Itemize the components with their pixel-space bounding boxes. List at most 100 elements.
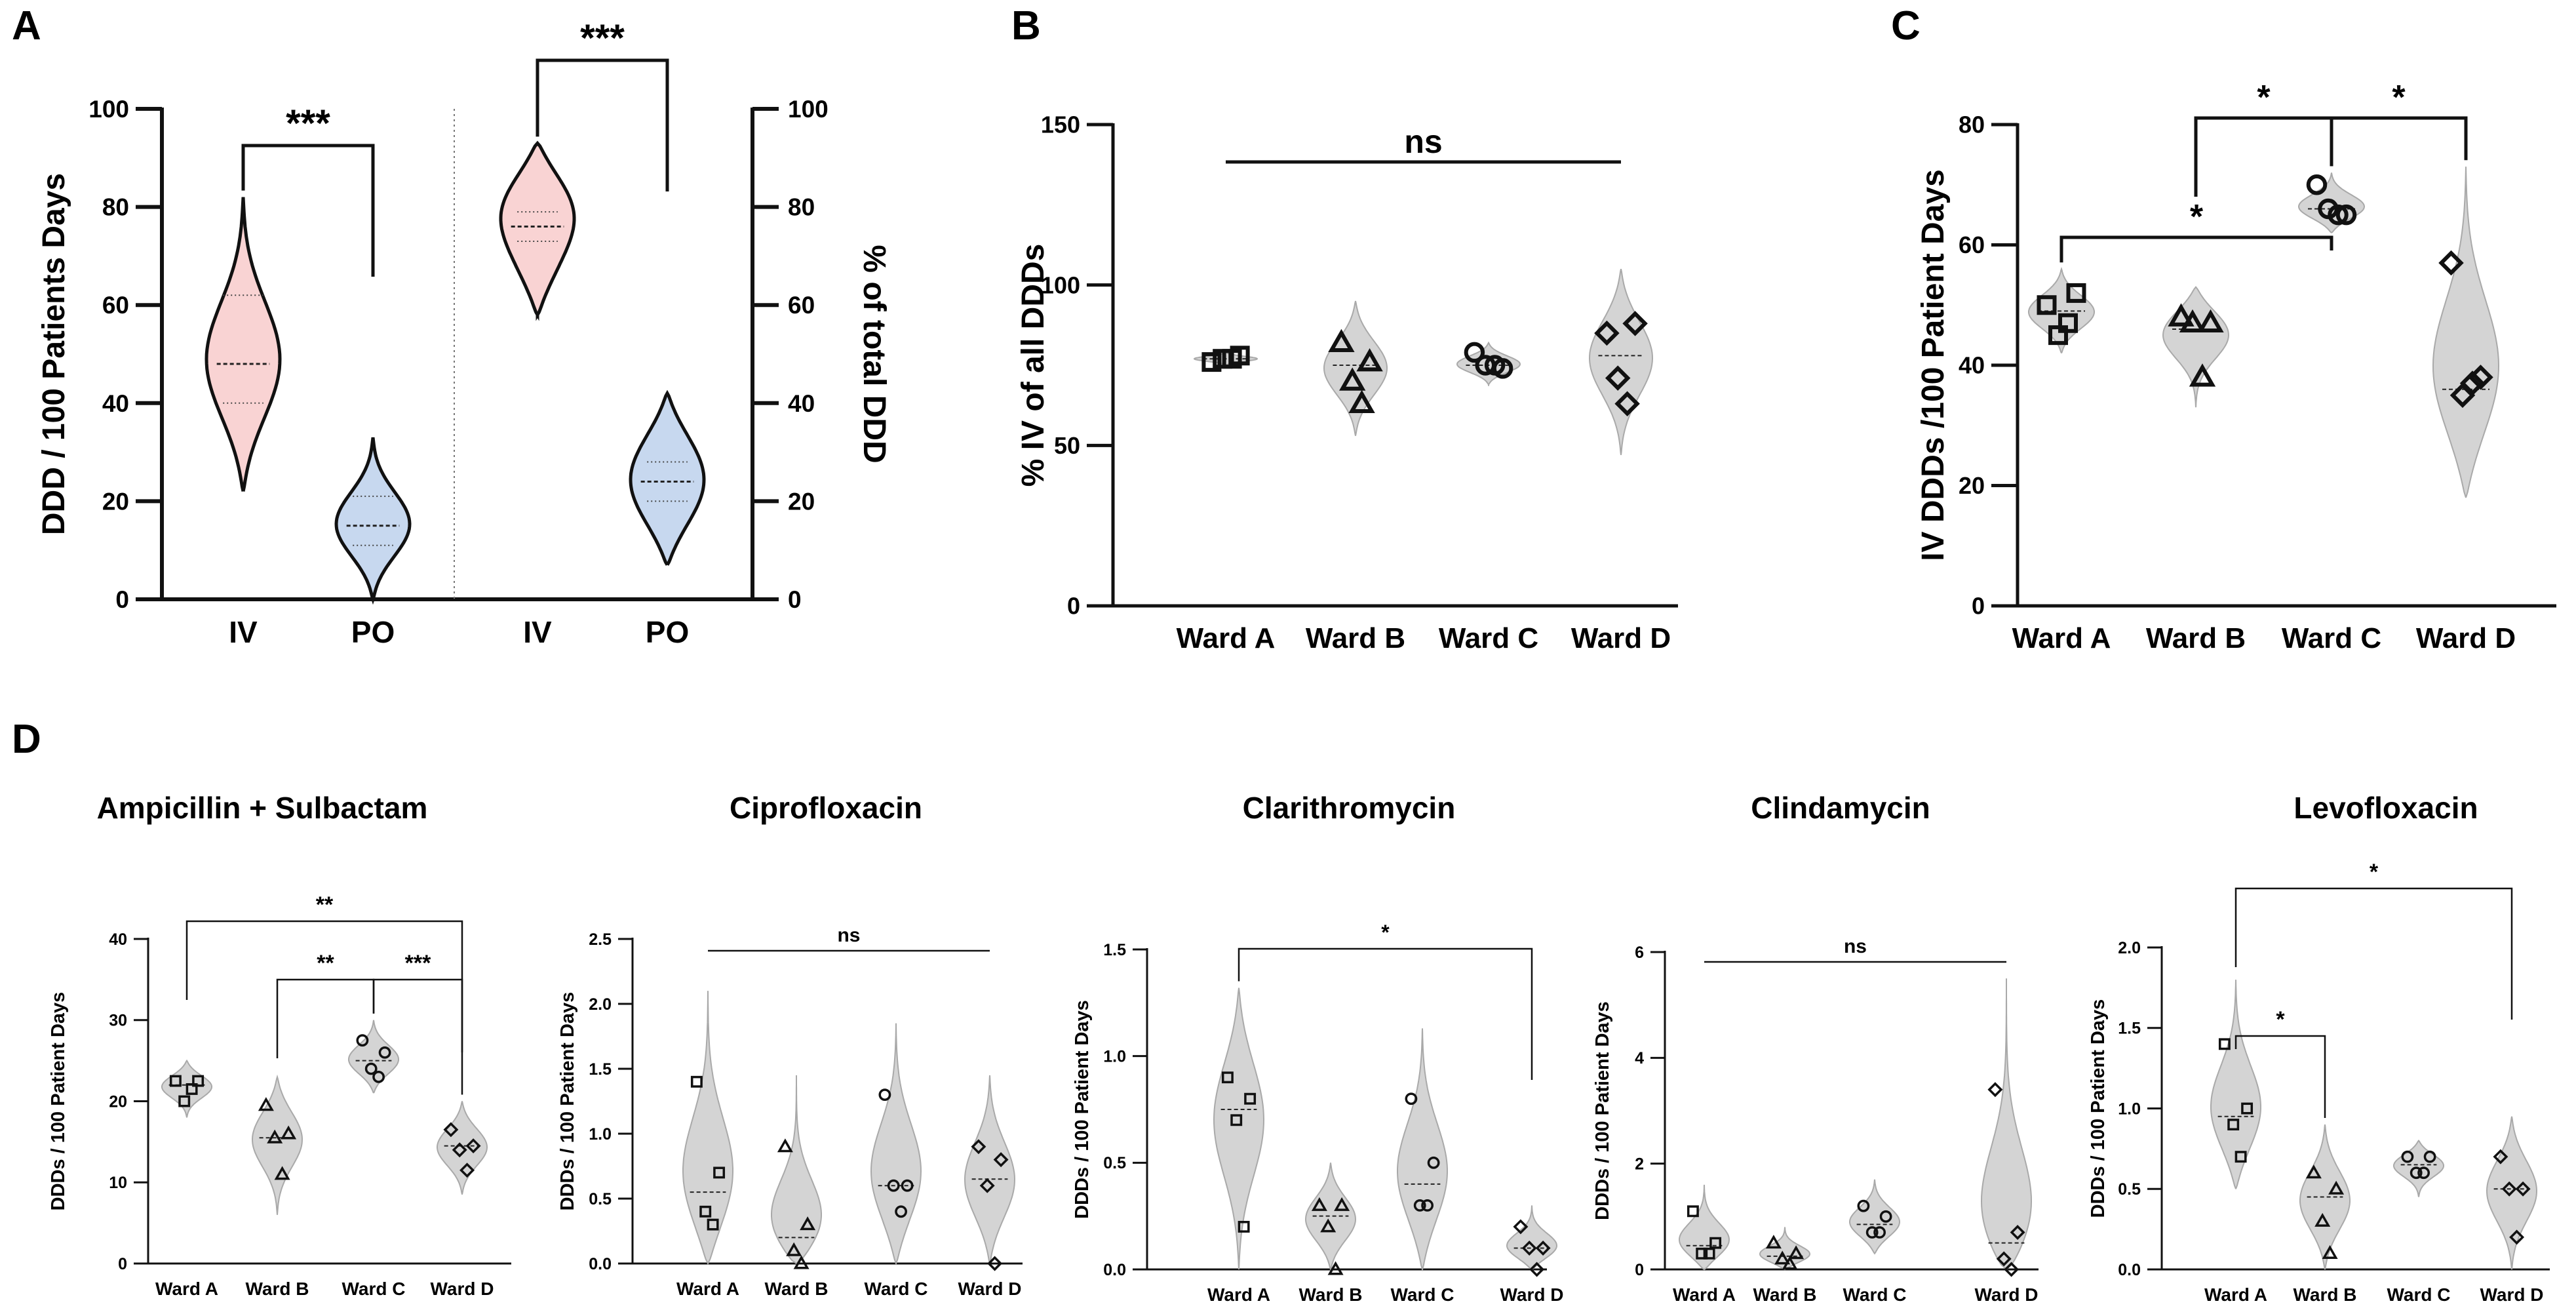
violin-group-ward-a [161, 1059, 212, 1118]
significance-bracket: * [2234, 860, 2513, 1020]
data-point-triangle [793, 1255, 810, 1269]
y-tick-label: 1.5 [2118, 1020, 2141, 1038]
data-point-diamond [2509, 1229, 2525, 1245]
data-point-circle [1879, 1210, 1892, 1223]
y-tick-label: 20 [1959, 472, 1985, 499]
y-tick-label: 0 [118, 1255, 127, 1273]
data-point-triangle [258, 1097, 274, 1111]
data-point-triangle [1328, 328, 1355, 352]
x-tick-label: IV [523, 615, 552, 649]
violin-group-po [334, 437, 412, 605]
chart-title: Clarithromycin [1243, 791, 1456, 825]
data-point-diamond [1614, 391, 1640, 416]
data-point-triangle [2322, 1244, 2338, 1259]
data-point-diamond [459, 1163, 475, 1178]
y-right-tick-label: 80 [788, 194, 815, 221]
violin-group-ward-b [2299, 1124, 2351, 1270]
significance-label: * [2370, 860, 2379, 885]
data-point-diamond [1622, 311, 1648, 336]
significance-label: * [2392, 79, 2406, 117]
y-tick-label: 0 [1067, 593, 1080, 620]
chart-D2: Ciprofloxacin 0.0 0.5 1.0 1.5 2.0 2.5 DDDs / 10… [557, 791, 1023, 1299]
x-tick-label: Ward B [765, 1279, 829, 1299]
x-tick-label: Ward D [431, 1279, 494, 1299]
violin-shape [771, 1075, 822, 1265]
data-point-diamond [987, 1256, 1003, 1271]
violin-group-ward-b [1304, 1163, 1357, 1275]
x-tick-label: Ward B [1306, 622, 1405, 654]
data-point-square [192, 1075, 205, 1087]
chart-D1: D Ampicillin + Sulbactam 0 10 20 30 40 DDDs / 1… [12, 717, 511, 1299]
violin-group-ward-a [1678, 1184, 1730, 1271]
data-point-diamond [971, 1139, 986, 1155]
violin-shape [251, 1074, 303, 1215]
y-axis-label: DDDs / 100 Patient Days [557, 992, 578, 1211]
data-point-triangle [786, 1242, 802, 1256]
y-right-tick-label: 60 [788, 292, 815, 319]
violin-group-ward-a [2028, 267, 2095, 353]
data-point-square [1230, 1114, 1243, 1126]
data-point-square [1222, 349, 1242, 369]
data-point-circle [1857, 1199, 1870, 1212]
chart-D4: Clindamycin 0 2 4 6 DDDs / 100 Patient Days Wa… [1592, 791, 2039, 1305]
x-tick-label: PO [351, 615, 395, 649]
x-tick-label: Ward A [1207, 1284, 1270, 1305]
bracket-line [536, 58, 669, 191]
data-point-diamond [1594, 320, 1620, 346]
y-axis-right-label: % of total DDD [857, 245, 891, 463]
data-point-triangle [1339, 367, 1366, 391]
data-point-triangle [1356, 348, 1383, 372]
data-point-diamond [1529, 1262, 1545, 1277]
data-point-triangle [1320, 1218, 1337, 1233]
data-point-square [1703, 1247, 1715, 1260]
violin-group-ward-a [2210, 980, 2261, 1189]
violin-group-ward-b [771, 1075, 822, 1269]
x-tick-label: Ward A [1177, 622, 1276, 654]
x-tick-label: Ward B [1299, 1284, 1363, 1305]
significance-bracket: ns [1226, 123, 1621, 164]
x-tick-label: Ward B [1753, 1284, 1817, 1305]
x-tick-label: Ward C [1391, 1284, 1454, 1305]
y-tick-label: 2.0 [2118, 939, 2141, 957]
x-tick-label: Ward A [1673, 1284, 1736, 1305]
data-point-triangle [281, 1125, 297, 1140]
y-tick-label: 30 [109, 1012, 127, 1030]
data-point-square [169, 1075, 182, 1087]
data-point-triangle [2179, 309, 2206, 333]
x-tick-label: Ward A [155, 1279, 218, 1299]
x-tick-label: Ward D [2480, 1284, 2544, 1305]
data-point-diamond [443, 1122, 459, 1138]
x-tick-label: Ward C [2282, 622, 2381, 654]
y-right-tick-label: 40 [788, 390, 815, 417]
violin-shape [629, 389, 706, 566]
violin-group-ward-c [2393, 1139, 2444, 1197]
violin-group-ward-d [2486, 1116, 2538, 1270]
data-point-triangle [1788, 1245, 1805, 1260]
x-tick-label: Ward C [1439, 622, 1538, 654]
violin-shape [205, 197, 282, 492]
x-tick-label: Ward D [1500, 1284, 1564, 1305]
y-tick-label: 0.0 [589, 1255, 612, 1273]
violin-shape [2299, 1124, 2351, 1270]
data-point-square [2227, 1119, 2240, 1130]
violin-group-ward-c [2297, 172, 2366, 233]
violin-group-iv [205, 197, 282, 492]
y-tick-label: 100 [1041, 271, 1080, 298]
data-point-diamond [993, 1152, 1009, 1168]
data-point-triangle [1782, 1256, 1798, 1270]
violin-shape [334, 437, 412, 605]
significance-bracket: ns [708, 925, 990, 952]
violin-shape [964, 1075, 1016, 1264]
y-tick-label: 0.0 [1103, 1261, 1126, 1279]
y-tick-label: 1.5 [1103, 941, 1126, 959]
data-point-circle [1484, 355, 1506, 376]
y-tick-label: 20 [109, 1092, 127, 1111]
data-point-diamond [2493, 1149, 2508, 1165]
y-tick-label: 40 [102, 390, 129, 417]
chart-A: A 0 0 20 20 40 40 60 60 80 80 100 100 DDD / 100 Patie… [12, 3, 891, 649]
data-point-triangle [2168, 303, 2195, 327]
data-point-triangle [2189, 363, 2216, 387]
data-point-diamond [452, 1142, 467, 1158]
violin-group-ward-c [348, 1020, 399, 1094]
data-point-diamond [979, 1178, 995, 1193]
